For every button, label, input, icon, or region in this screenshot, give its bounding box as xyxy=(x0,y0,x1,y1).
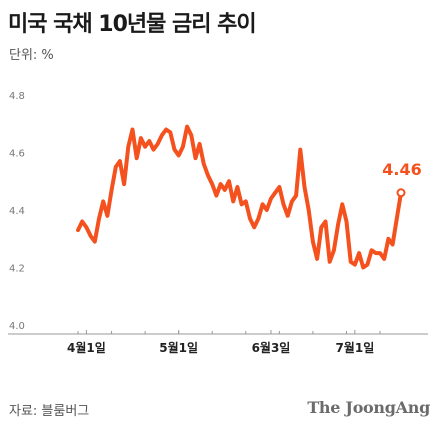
unit-label: 단위: % xyxy=(9,48,54,63)
y-tick-label: 4.4 xyxy=(9,206,25,217)
y-tick-label: 4.0 xyxy=(9,321,25,332)
source-label: 자료: 블룸버그 xyxy=(9,404,90,419)
end-value-label: 4.46 xyxy=(382,160,421,179)
x-tick-label: 7월1일 xyxy=(335,340,374,355)
end-point-marker xyxy=(396,188,406,198)
y-tick-label: 4.2 xyxy=(9,264,25,275)
x-tick-label: 5월1일 xyxy=(159,340,198,355)
y-tick-label: 4.6 xyxy=(9,149,25,160)
y-tick-label: 4.8 xyxy=(9,91,25,102)
x-tick-label: 4월1일 xyxy=(67,340,106,355)
x-tick-label: 6월3일 xyxy=(252,340,291,355)
chart-title: 미국 국채 10년물 금리 추이 xyxy=(8,12,257,37)
brand-logo: The JoongAng xyxy=(307,398,430,417)
series-line xyxy=(76,124,403,270)
